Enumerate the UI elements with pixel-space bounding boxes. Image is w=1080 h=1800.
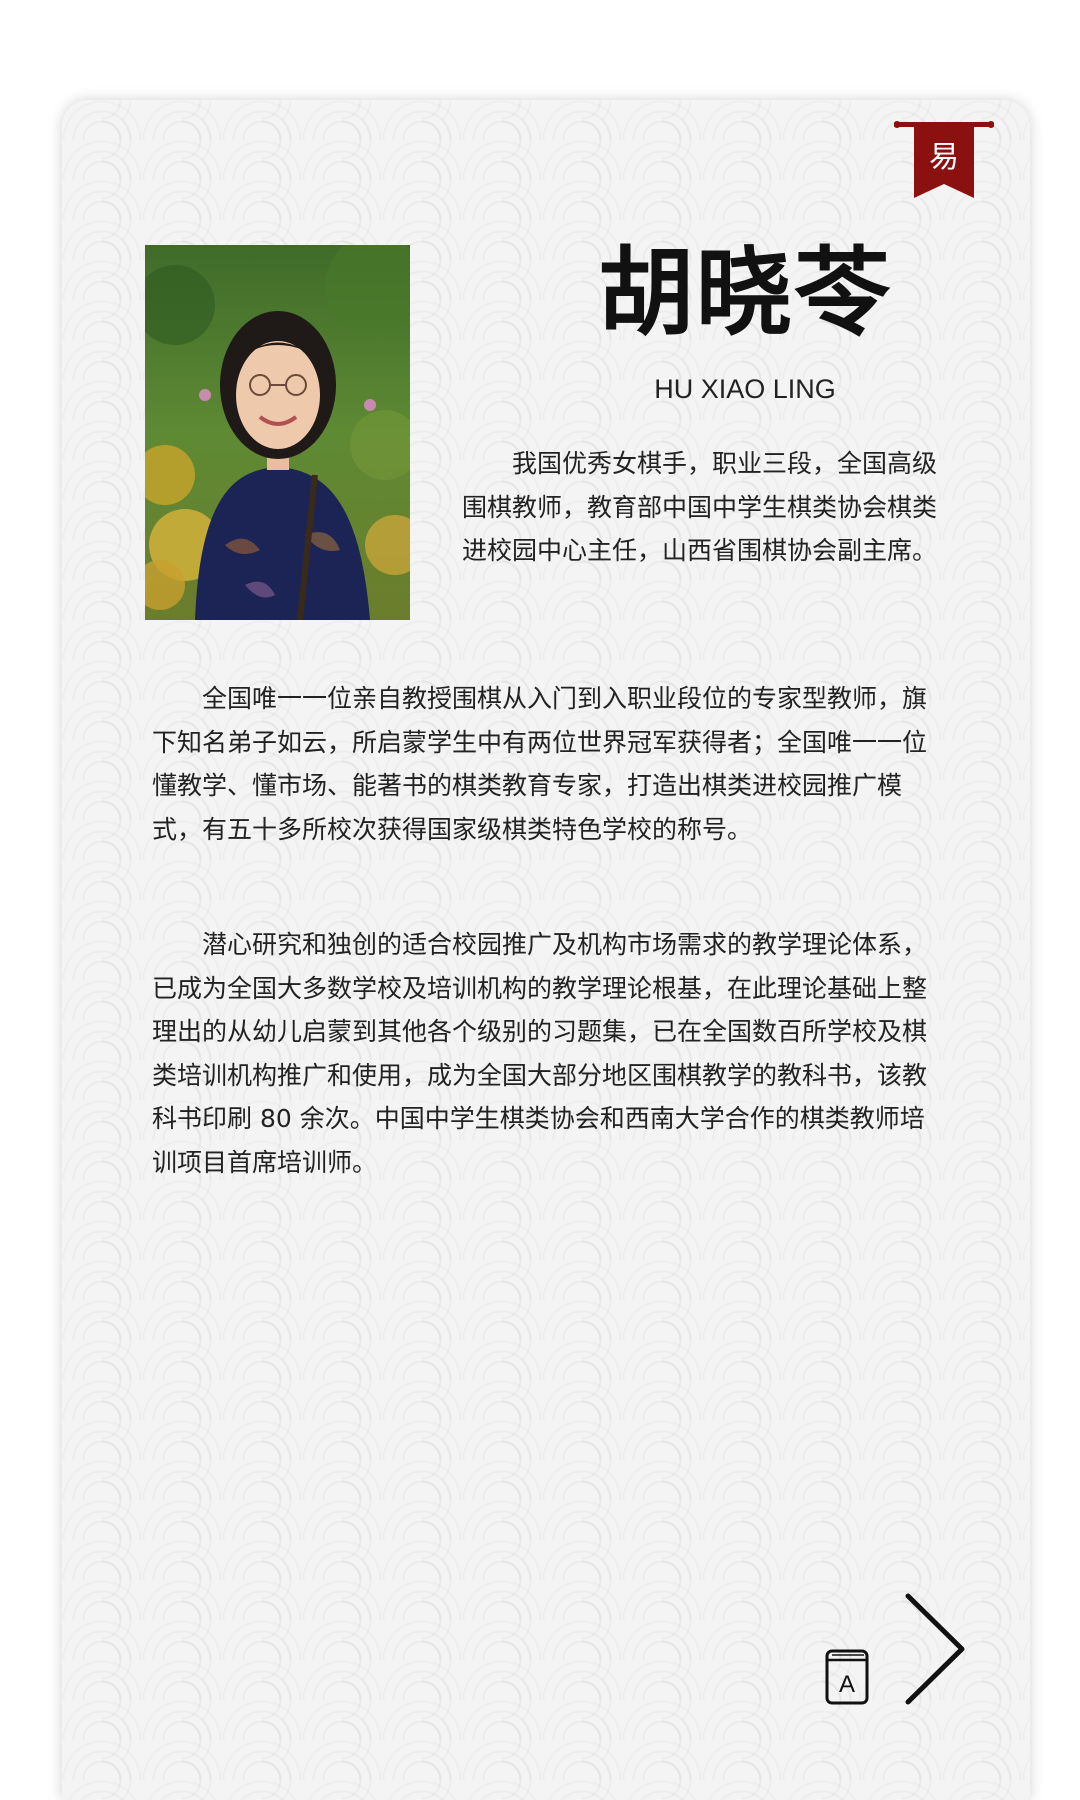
book-icon[interactable]: A: [824, 1648, 872, 1706]
chevron-right-icon[interactable]: [900, 1590, 970, 1708]
book-icon-letter: A: [839, 1671, 855, 1698]
profile-intro: 我国优秀女棋手，职业三段，全国高级围棋教师，教育部中国中学生棋类协会棋类进校园中…: [462, 449, 938, 565]
profile-card: 易: [62, 100, 1030, 1800]
bio-paragraph: 潜心研究和独创的适合校园推广及机构市场需求的教学理论体系，已成为全国大多数学校及…: [152, 930, 928, 1177]
profile-photo: [145, 245, 410, 620]
bio-paragraph: 全国唯一一位亲自教授围棋从入门到入职业段位的专家型教师，旗下知名弟子如云，所启蒙…: [152, 684, 928, 844]
banner-glyph: 易: [929, 140, 959, 175]
banner-flag-icon: 易: [894, 120, 994, 202]
profile-name-cn: 胡晓苓: [598, 236, 892, 349]
profile-name-en: HU XIAO LING: [654, 374, 836, 404]
